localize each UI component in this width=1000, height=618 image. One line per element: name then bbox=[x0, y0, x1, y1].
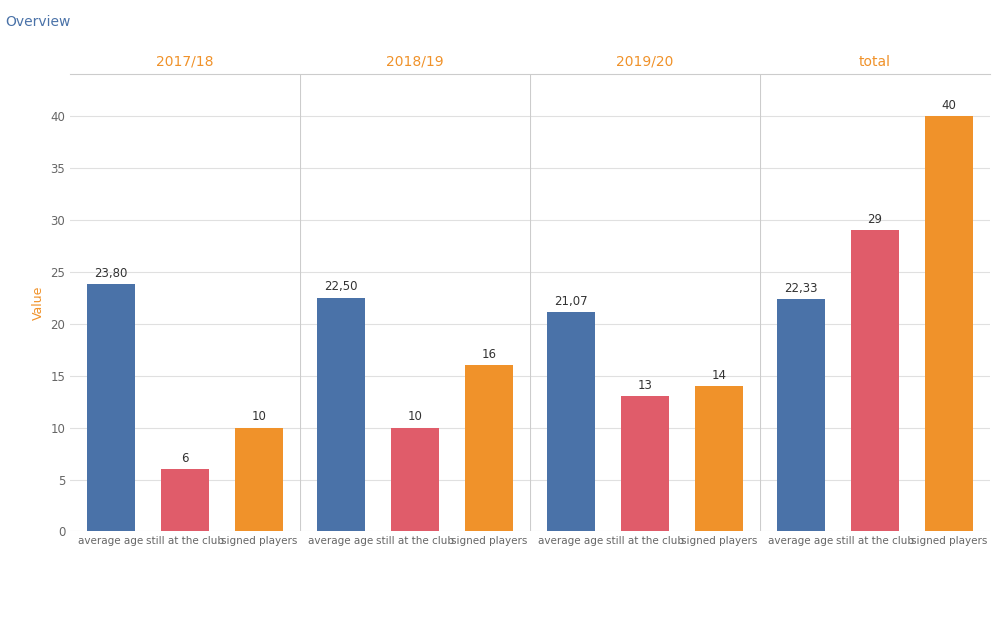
Text: 22,33: 22,33 bbox=[784, 282, 818, 295]
Bar bbox=[87, 284, 135, 531]
Text: 10: 10 bbox=[252, 410, 267, 423]
Text: 13: 13 bbox=[638, 379, 652, 392]
Bar bbox=[777, 299, 825, 531]
Y-axis label: Value: Value bbox=[32, 286, 45, 320]
Bar bbox=[925, 116, 973, 531]
Text: 22,50: 22,50 bbox=[324, 281, 358, 294]
Bar bbox=[695, 386, 743, 531]
Title: 2018/19: 2018/19 bbox=[386, 55, 444, 69]
Text: 21,07: 21,07 bbox=[554, 295, 588, 308]
Bar bbox=[391, 428, 439, 531]
Bar bbox=[317, 298, 365, 531]
Title: total: total bbox=[859, 55, 891, 69]
Bar bbox=[235, 428, 283, 531]
Text: 23,80: 23,80 bbox=[94, 267, 127, 280]
Text: Overview: Overview bbox=[5, 15, 70, 30]
Text: 29: 29 bbox=[868, 213, 883, 226]
Text: 6: 6 bbox=[181, 452, 189, 465]
Title: 2019/20: 2019/20 bbox=[616, 55, 674, 69]
Text: 14: 14 bbox=[712, 369, 727, 382]
Bar bbox=[465, 365, 513, 531]
Bar bbox=[547, 313, 595, 531]
Bar bbox=[621, 396, 669, 531]
Title: 2017/18: 2017/18 bbox=[156, 55, 214, 69]
Text: 16: 16 bbox=[482, 348, 497, 361]
Text: 40: 40 bbox=[942, 99, 957, 112]
Text: 10: 10 bbox=[408, 410, 422, 423]
Bar bbox=[851, 230, 899, 531]
Bar bbox=[161, 469, 209, 531]
